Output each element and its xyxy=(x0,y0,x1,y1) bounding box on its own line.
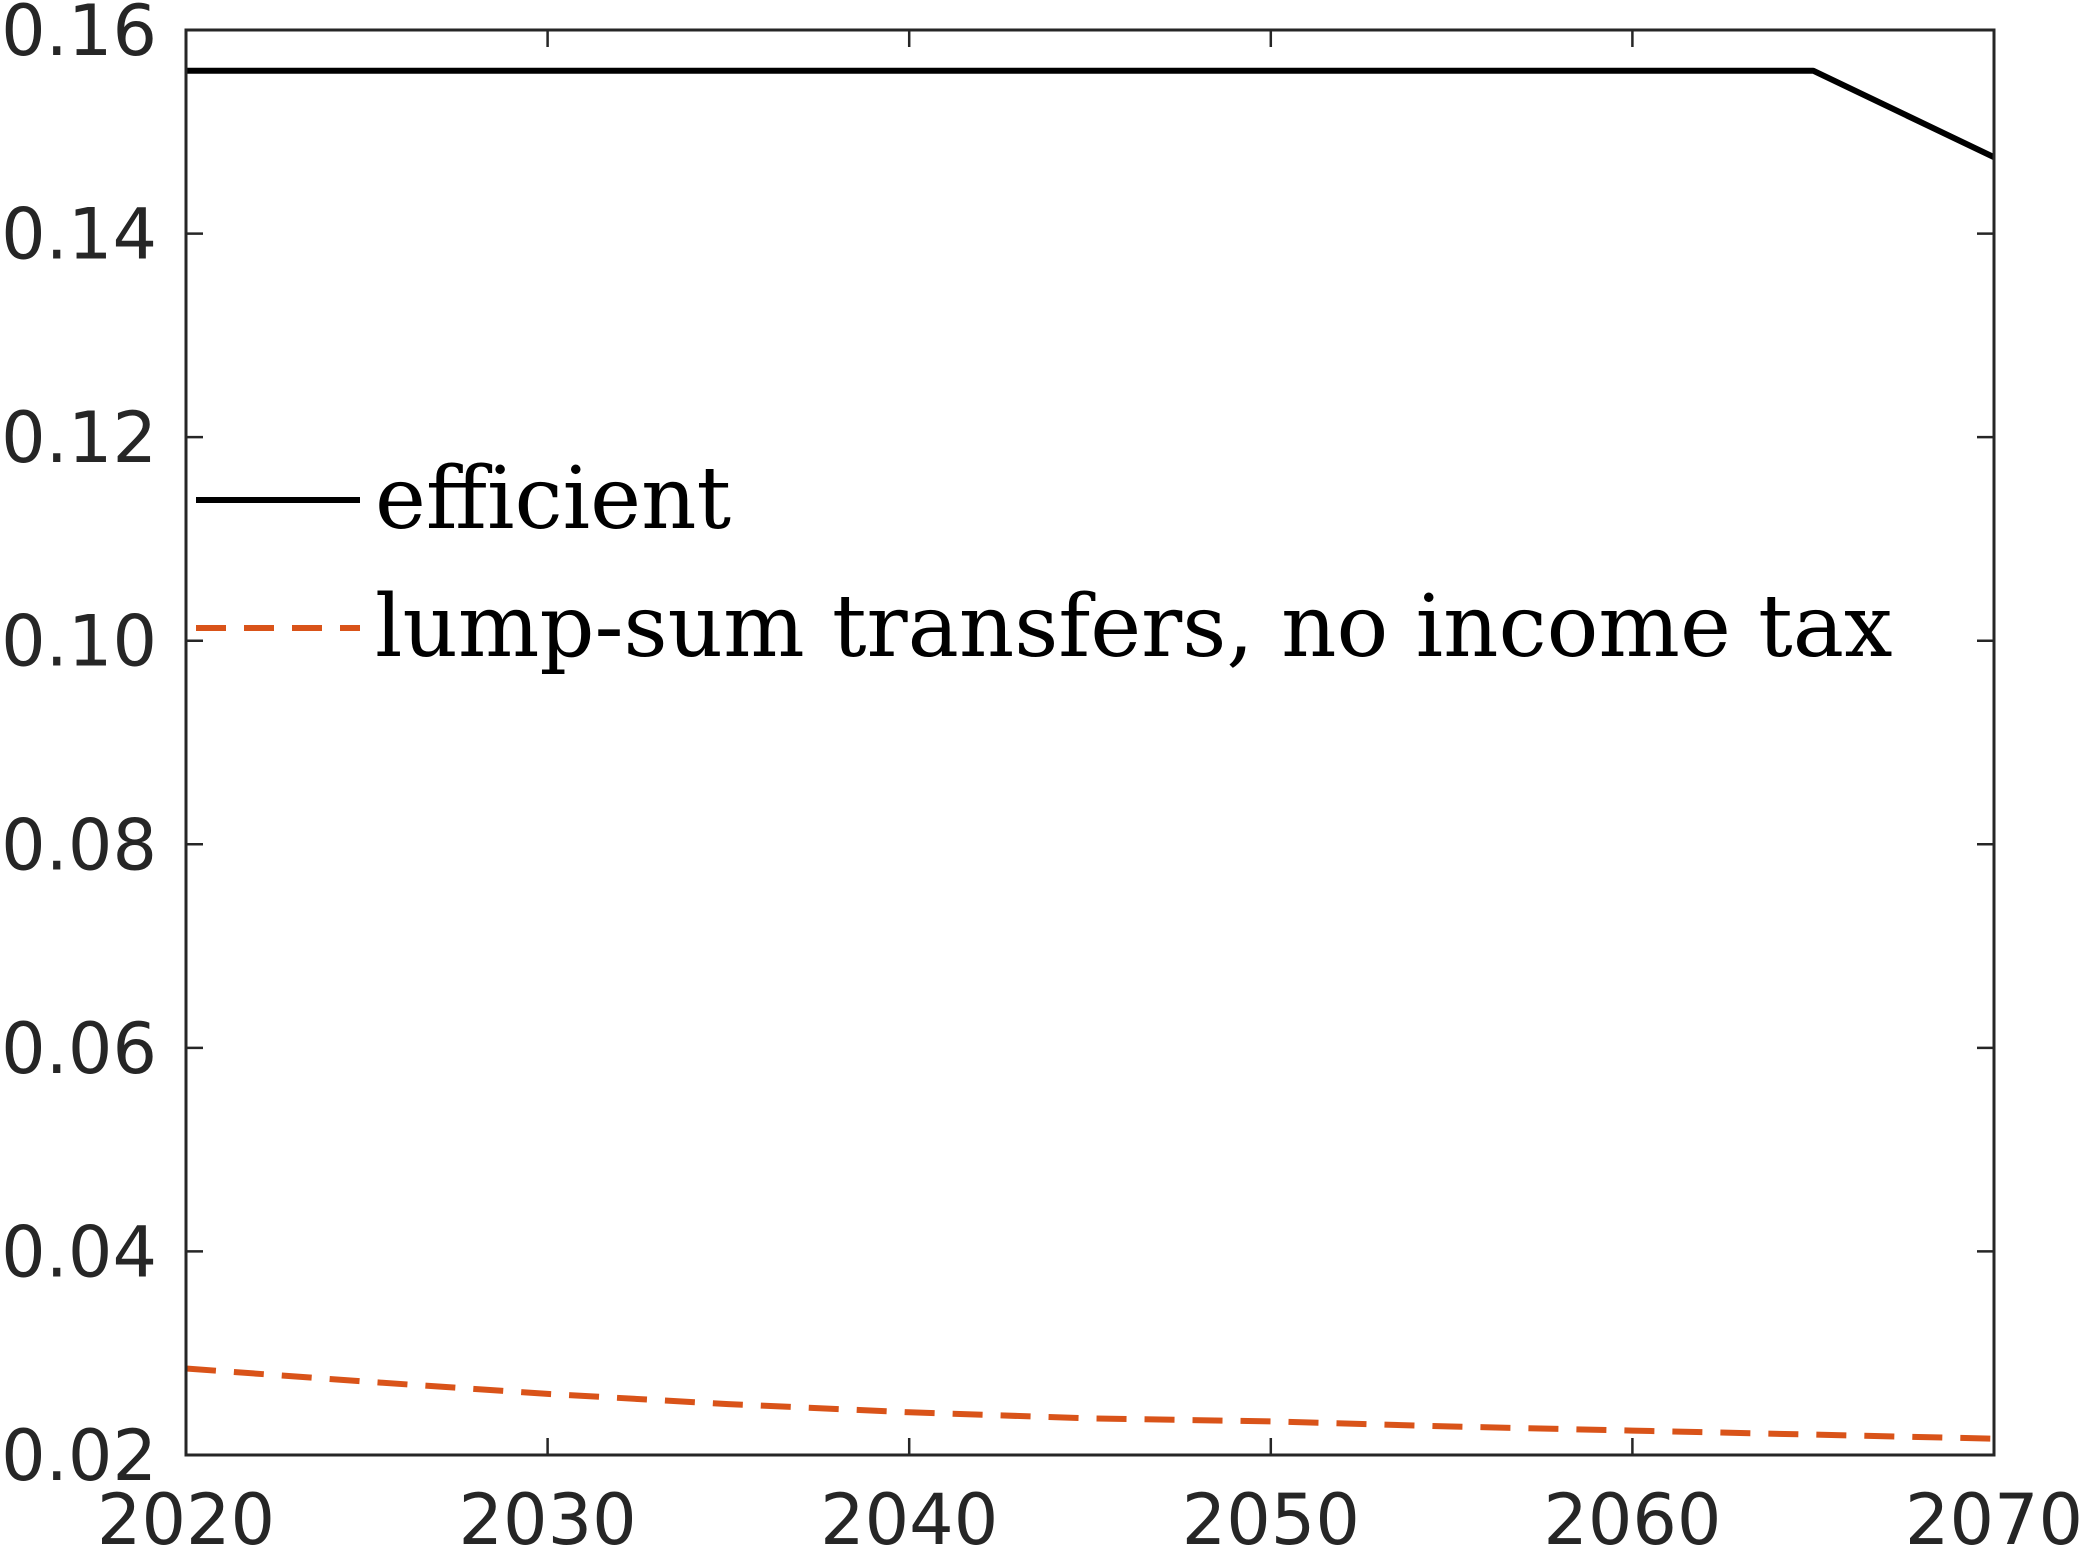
x-tick-label: 2060 xyxy=(1543,1479,1721,1554)
series-line-efficient xyxy=(186,67,1996,160)
x-tick-label: 2050 xyxy=(1182,1479,1360,1554)
y-tick-label: 0.12 xyxy=(1,397,157,479)
y-tick-label: 0.14 xyxy=(1,194,157,276)
series-line-lump-sum xyxy=(185,1365,1995,1442)
x-tick-label: 2040 xyxy=(820,1479,998,1554)
legend: efficient lump-sum transfers, no income t… xyxy=(196,449,1893,677)
y-tick-label: 0.02 xyxy=(1,1415,157,1497)
legend-label: efficient xyxy=(375,449,731,549)
x-tick-label: 2070 xyxy=(1905,1479,2082,1554)
y-tick-label: 0.10 xyxy=(1,601,157,683)
y-tick-label: 0.04 xyxy=(1,1211,157,1293)
y-tick-label: 0.08 xyxy=(1,804,157,886)
axes-box xyxy=(184,28,1996,1457)
legend-label: lump-sum transfers, no income tax xyxy=(375,577,1893,677)
plot-area xyxy=(186,30,1994,1455)
y-tick-label: 0.06 xyxy=(1,1008,157,1090)
series-layer xyxy=(185,67,1996,1442)
y-tick-label: 0.16 xyxy=(1,0,157,72)
x-tick-label: 2030 xyxy=(459,1479,637,1554)
x-tick-label: 2020 xyxy=(97,1479,275,1554)
